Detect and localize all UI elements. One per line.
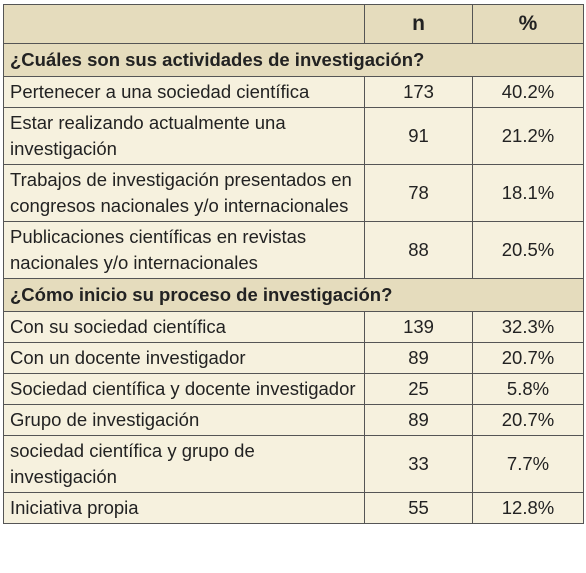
- data-row: Iniciativa propia 55 12.8%: [3, 492, 584, 524]
- table-body: n % ¿Cuáles son sus actividades de inves…: [3, 4, 584, 524]
- row-label: Iniciativa propia: [3, 492, 365, 524]
- row-label: Sociedad científica y docente investigad…: [3, 373, 365, 405]
- row-n: 89: [364, 404, 473, 436]
- row-pct: 20.5%: [472, 221, 584, 279]
- row-n: 173: [364, 76, 473, 108]
- row-pct: 40.2%: [472, 76, 584, 108]
- data-row: Con un docente investigador 89 20.7%: [3, 342, 584, 374]
- row-pct: 18.1%: [472, 164, 584, 222]
- data-row: Estar realizando actualmente una investi…: [3, 107, 584, 165]
- row-n: 89: [364, 342, 473, 374]
- data-row: Trabajos de investigación presentados en…: [3, 164, 584, 222]
- row-pct: 12.8%: [472, 492, 584, 524]
- row-pct: 32.3%: [472, 311, 584, 343]
- row-n: 25: [364, 373, 473, 405]
- row-n: 33: [364, 435, 473, 493]
- row-label: Estar realizando actualmente una investi…: [3, 107, 365, 165]
- row-pct: 20.7%: [472, 342, 584, 374]
- header-cell: %: [472, 4, 584, 44]
- row-label: Grupo de investigación: [3, 404, 365, 436]
- data-row: Publicaciones científicas en revistas na…: [3, 221, 584, 279]
- data-table: n % ¿Cuáles son sus actividades de inves…: [3, 4, 584, 524]
- data-row: Grupo de investigación 89 20.7%: [3, 404, 584, 436]
- row-n: 55: [364, 492, 473, 524]
- header-cell: n: [364, 4, 473, 44]
- row-n: 88: [364, 221, 473, 279]
- data-row: Sociedad científica y docente investigad…: [3, 373, 584, 405]
- row-label: Pertenecer a una sociedad científica: [3, 76, 365, 108]
- section-title: ¿Cuáles son sus actividades de investiga…: [3, 43, 584, 77]
- data-row: Con su sociedad científica 139 32.3%: [3, 311, 584, 343]
- data-row: sociedad científica y grupo de investiga…: [3, 435, 584, 493]
- section-row: ¿Cómo inicio su proceso de investigación…: [3, 278, 584, 312]
- row-pct: 7.7%: [472, 435, 584, 493]
- row-label: Con un docente investigador: [3, 342, 365, 374]
- row-n: 91: [364, 107, 473, 165]
- row-pct: 21.2%: [472, 107, 584, 165]
- row-n: 139: [364, 311, 473, 343]
- row-label: sociedad científica y grupo de investiga…: [3, 435, 365, 493]
- data-row: Pertenecer a una sociedad científica 173 4…: [3, 76, 584, 108]
- header-row: n %: [3, 4, 584, 44]
- header-blank: [3, 4, 365, 44]
- row-pct: 20.7%: [472, 404, 584, 436]
- section-title: ¿Cómo inicio su proceso de investigación…: [3, 278, 584, 312]
- row-label: Con su sociedad científica: [3, 311, 365, 343]
- row-pct: 5.8%: [472, 373, 584, 405]
- row-label: Publicaciones científicas en revistas na…: [3, 221, 365, 279]
- row-n: 78: [364, 164, 473, 222]
- section-row: ¿Cuáles son sus actividades de investiga…: [3, 43, 584, 77]
- row-label: Trabajos de investigación presentados en…: [3, 164, 365, 222]
